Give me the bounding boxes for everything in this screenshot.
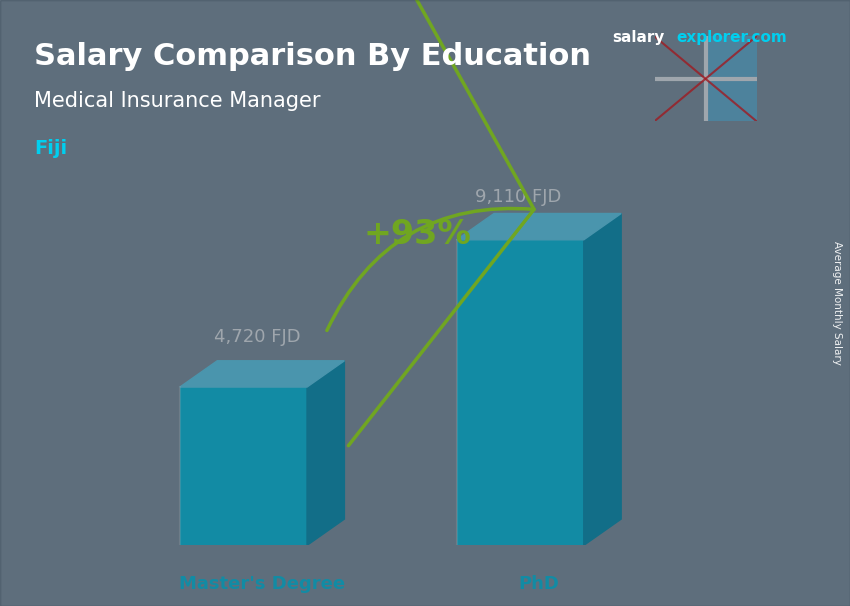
Text: +93%: +93% (364, 218, 471, 251)
Polygon shape (180, 361, 344, 387)
Text: PhD: PhD (518, 576, 559, 593)
Polygon shape (584, 213, 621, 545)
Text: 9,110 FJD: 9,110 FJD (475, 188, 562, 206)
FancyBboxPatch shape (180, 387, 307, 545)
Text: Salary Comparison By Education: Salary Comparison By Education (34, 42, 591, 72)
Text: explorer.com: explorer.com (677, 30, 787, 45)
Text: Master's Degree: Master's Degree (179, 576, 345, 593)
Bar (706, 36, 756, 121)
FancyArrowPatch shape (327, 0, 534, 445)
Text: salary: salary (612, 30, 665, 45)
Text: Medical Insurance Manager: Medical Insurance Manager (34, 91, 320, 111)
FancyBboxPatch shape (456, 240, 584, 545)
Text: Average Monthly Salary: Average Monthly Salary (832, 241, 842, 365)
Text: 4,720 FJD: 4,720 FJD (213, 328, 300, 346)
Polygon shape (307, 361, 344, 545)
Text: Fiji: Fiji (34, 139, 67, 158)
Polygon shape (456, 213, 621, 240)
